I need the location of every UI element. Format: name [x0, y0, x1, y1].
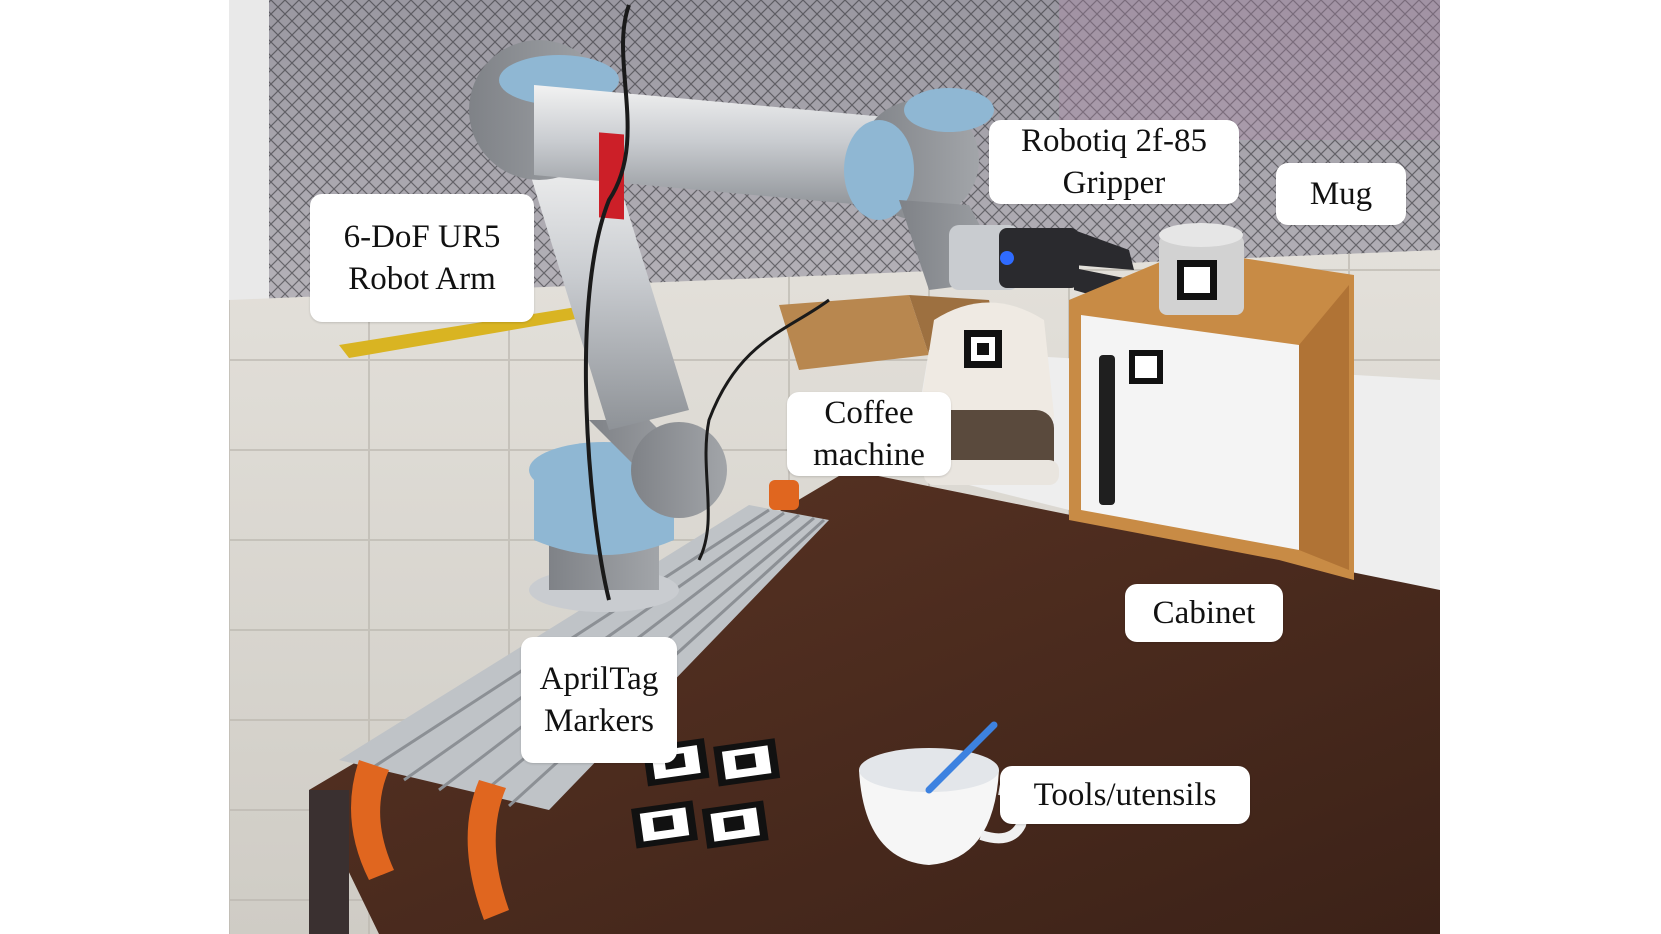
label-robot-arm-line2: Robot Arm: [348, 261, 496, 297]
label-apriltag-markers: AprilTag Markers: [521, 637, 677, 763]
label-tools-utensils: Tools/utensils: [1000, 766, 1250, 824]
label-coffee-machine-line2: machine: [813, 437, 925, 473]
label-tools-utensils-text: Tools/utensils: [1033, 777, 1217, 813]
label-robot-arm-line1: 6-DoF UR5: [343, 219, 501, 255]
label-gripper: Robotiq 2f-85 Gripper: [989, 120, 1239, 204]
label-apriltag-markers-line2: Markers: [544, 703, 654, 739]
label-apriltag-markers-line1: AprilTag: [539, 661, 659, 697]
label-gripper-line2: Gripper: [1062, 165, 1166, 201]
label-gripper-line1: Robotiq 2f-85: [1020, 123, 1208, 159]
label-mug-text: Mug: [1309, 176, 1373, 212]
label-cabinet: Cabinet: [1125, 584, 1283, 642]
label-cabinet-text: Cabinet: [1152, 595, 1256, 631]
label-mug: Mug: [1276, 163, 1406, 225]
label-coffee-machine-line1: Coffee: [824, 395, 914, 431]
label-coffee-machine: Coffee machine: [787, 392, 951, 476]
label-robot-arm: 6-DoF UR5 Robot Arm: [310, 194, 534, 322]
